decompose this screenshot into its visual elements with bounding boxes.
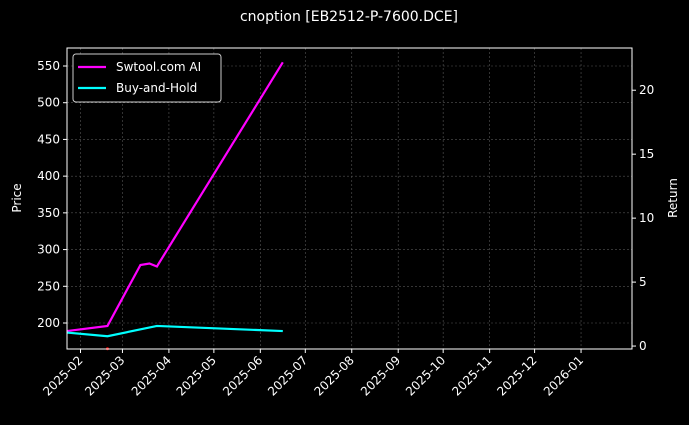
x-tick-label: 2025-02 bbox=[40, 353, 85, 398]
legend-label: Swtool.com AI bbox=[116, 60, 201, 74]
y2-tick-label: 20 bbox=[639, 83, 654, 97]
y-tick-label: 450 bbox=[37, 132, 60, 146]
x-tick-label: 2025-12 bbox=[494, 353, 539, 398]
y-tick-label: 400 bbox=[37, 169, 60, 183]
legend: Swtool.com AI Buy-and-Hold bbox=[72, 53, 222, 103]
series-line-buy-and-hold bbox=[66, 324, 283, 338]
x-tick-label: 2025-10 bbox=[403, 353, 448, 398]
legend-label: Buy-and-Hold bbox=[116, 81, 197, 95]
y-tick-label: 250 bbox=[37, 279, 60, 293]
x-tick-label: 2025-05 bbox=[174, 353, 219, 398]
x-tick-label: 2026-01 bbox=[541, 353, 586, 398]
y-tick-label: 200 bbox=[37, 316, 60, 330]
series-lines bbox=[66, 61, 284, 351]
y-axis-right: 0 5 10 15 20 bbox=[632, 83, 654, 353]
series-line-swtool-ai bbox=[66, 61, 284, 333]
x-tick-label: 2025-09 bbox=[358, 353, 403, 398]
y-axis-label: Price bbox=[10, 183, 24, 212]
y-tick-label: 500 bbox=[37, 96, 60, 110]
y2-axis-label: Return bbox=[666, 178, 680, 218]
plot-frame bbox=[66, 47, 633, 350]
x-tick-label: 2025-03 bbox=[82, 353, 127, 398]
y2-tick-label: 10 bbox=[639, 211, 654, 225]
x-tick-label: 2025-04 bbox=[129, 353, 174, 398]
chart-title: cnoption [EB2512-P-7600.DCE] bbox=[240, 9, 458, 25]
y-axis-left: 200 250 300 350 400 450 500 550 bbox=[37, 59, 67, 330]
y-tick-label: 300 bbox=[37, 243, 60, 257]
x-tick-label: 2025-08 bbox=[312, 353, 357, 398]
x-tick-label: 2025-06 bbox=[220, 353, 265, 398]
y2-tick-label: 5 bbox=[639, 275, 647, 289]
y2-tick-label: 15 bbox=[639, 147, 654, 161]
y-tick-label: 350 bbox=[37, 206, 60, 220]
y2-tick-label: 0 bbox=[639, 339, 647, 353]
x-tick-label: 2025-07 bbox=[265, 353, 310, 398]
legend-box bbox=[72, 53, 222, 103]
y-tick-label: 550 bbox=[37, 59, 60, 73]
x-tick-label: 2025-11 bbox=[449, 353, 494, 398]
